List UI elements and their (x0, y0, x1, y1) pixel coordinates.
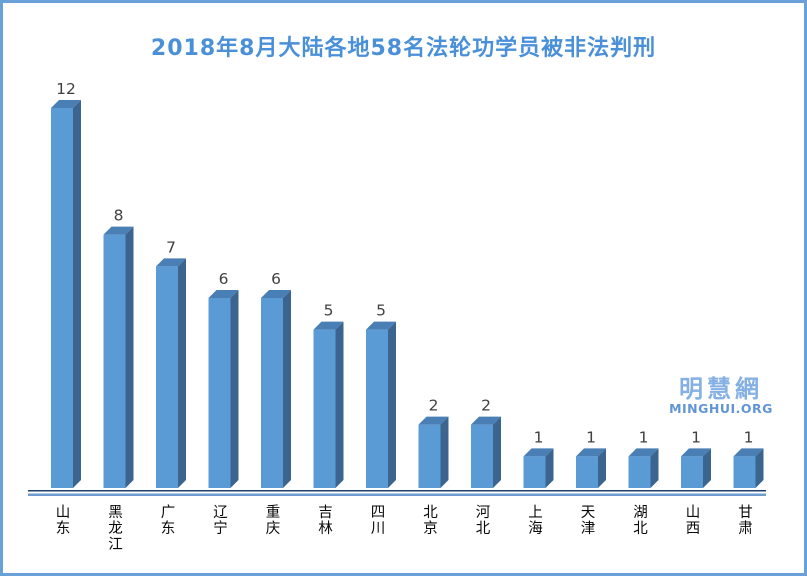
bar-重庆: 6 (261, 270, 291, 488)
bar-value-label: 1 (534, 428, 544, 446)
x-axis (28, 490, 766, 496)
svg-text:吉: 吉 (318, 504, 333, 521)
category-label-吉林: 吉林 (318, 504, 333, 537)
bar-value-label: 12 (56, 80, 76, 98)
svg-text:京: 京 (423, 520, 438, 537)
svg-text:黑: 黑 (108, 505, 123, 521)
bar-value-label: 1 (586, 428, 596, 446)
bar-value-label: 1 (639, 428, 649, 446)
category-label-四川: 四川 (371, 505, 386, 537)
chart-title: 2018年8月大陆各地58名法轮功学员被非法判刑 (150, 36, 657, 61)
bar-黑龙江: 8 (103, 207, 134, 488)
category-label-天津: 天津 (581, 505, 596, 537)
svg-text:庆: 庆 (266, 520, 281, 537)
bar-湖北: 1 (628, 428, 659, 488)
bar-value-label: 5 (324, 302, 334, 320)
category-label-重庆: 重庆 (266, 504, 281, 537)
bar-甘肃: 1 (733, 428, 764, 488)
bar-value-label: 2 (481, 397, 491, 415)
svg-text:四: 四 (371, 505, 386, 521)
bar-四川: 5 (366, 302, 396, 488)
category-label-黑龙江: 黑龙江 (108, 505, 123, 553)
bar-value-label: 1 (691, 428, 701, 446)
svg-text:海: 海 (528, 520, 543, 537)
svg-text:辽: 辽 (213, 504, 228, 521)
bar-北京: 2 (418, 397, 449, 488)
svg-text:龙: 龙 (108, 520, 123, 537)
bar-chart: 12山东8黑龙江7广东6辽宁6重庆5吉林5四川2北京2河北1上海1天津1湖北1山… (28, 80, 766, 553)
bar-山东: 12 (51, 80, 81, 488)
svg-text:湖: 湖 (633, 504, 648, 521)
bar-value-label: 8 (114, 207, 124, 225)
category-label-山西: 山西 (686, 504, 701, 537)
svg-text:北: 北 (423, 504, 438, 521)
category-label-上海: 上海 (528, 504, 543, 537)
svg-text:东: 东 (161, 520, 176, 537)
svg-text:北: 北 (633, 520, 648, 537)
svg-text:江: 江 (108, 536, 123, 553)
category-label-广东: 广东 (161, 504, 176, 537)
svg-text:津: 津 (581, 520, 596, 537)
category-label-辽宁: 辽宁 (213, 504, 228, 537)
category-label-北京: 北京 (423, 504, 438, 537)
svg-text:重: 重 (266, 504, 281, 521)
bar-吉林: 5 (313, 302, 344, 488)
svg-text:广: 广 (161, 504, 176, 521)
category-label-甘肃: 甘肃 (738, 504, 753, 537)
bar-value-label: 1 (744, 428, 754, 446)
bar-value-label: 7 (166, 238, 176, 256)
svg-text:林: 林 (318, 520, 333, 537)
bar-辽宁: 6 (208, 270, 239, 488)
bar-value-label: 6 (271, 270, 281, 288)
svg-text:山: 山 (56, 504, 71, 521)
bar-河北: 2 (471, 397, 501, 488)
svg-text:川: 川 (371, 521, 386, 537)
bar-value-label: 5 (376, 302, 386, 320)
bar-天津: 1 (576, 428, 606, 488)
bar-value-label: 6 (219, 270, 229, 288)
bar-上海: 1 (523, 428, 554, 488)
svg-text:上: 上 (528, 504, 543, 521)
svg-text:宁: 宁 (213, 520, 228, 537)
svg-text:北: 北 (476, 520, 491, 537)
bar-山西: 1 (681, 428, 711, 488)
category-label-湖北: 湖北 (633, 504, 648, 537)
bar-广东: 7 (156, 238, 186, 488)
category-label-河北: 河北 (476, 504, 491, 537)
svg-text:肃: 肃 (738, 520, 753, 537)
svg-text:西: 西 (686, 521, 701, 537)
bar-value-label: 2 (429, 397, 439, 415)
svg-text:甘: 甘 (738, 504, 753, 521)
svg-text:东: 东 (56, 520, 71, 537)
svg-text:山: 山 (686, 504, 701, 521)
svg-text:天: 天 (581, 505, 596, 521)
svg-text:河: 河 (476, 504, 491, 521)
category-label-山东: 山东 (56, 504, 71, 537)
